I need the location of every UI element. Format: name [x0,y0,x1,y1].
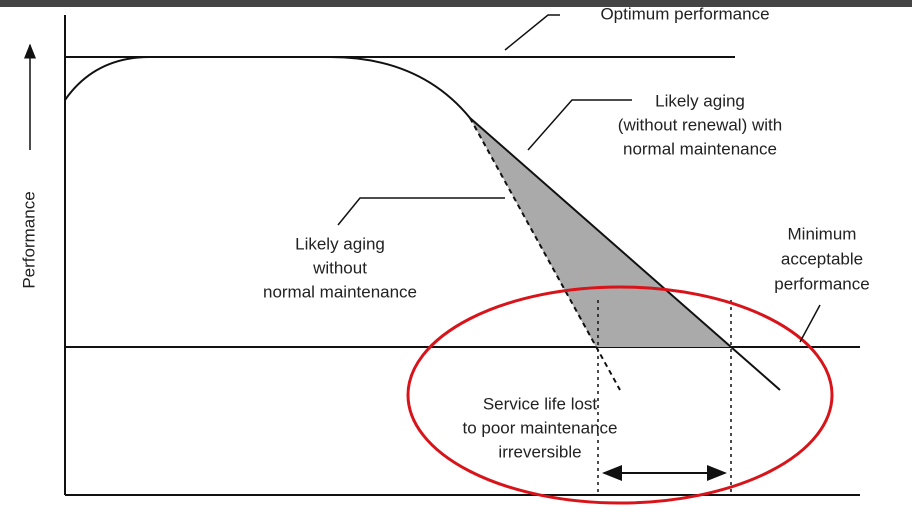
annotation-line: normal maintenance [623,139,777,158]
annotation-line: Likely aging [295,234,385,253]
y-axis-label: Performance [19,191,38,288]
dashed-curve [469,117,621,391]
annotation-line: performance [774,274,869,293]
annotation-line: irreversible [498,442,581,461]
annotation-line: acceptable [781,249,863,268]
annotation-line: without [312,258,367,277]
leader [527,99,632,151]
performance-curve [64,56,781,391]
annotation-line: Minimum [788,224,857,243]
annotation-line: (without renewal) with [618,115,782,134]
leader [799,304,821,343]
annotation-line: Service life lost [483,394,598,413]
highlight-ellipse [406,285,834,505]
annotation-line: normal maintenance [263,282,417,301]
top-band [0,0,912,7]
leader [337,197,505,226]
annotation-line: Likely aging [655,91,745,110]
annotation-line: to poor maintenance [463,418,618,437]
label: Optimum performance [600,4,769,23]
leader [504,14,560,51]
